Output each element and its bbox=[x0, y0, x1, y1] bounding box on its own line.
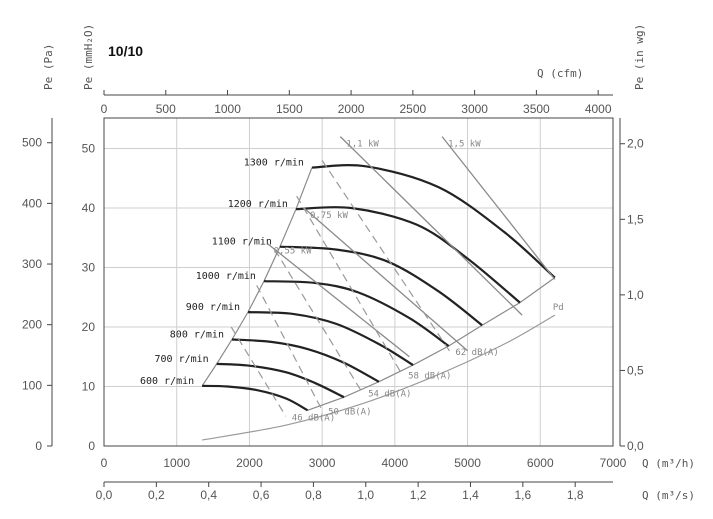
tick-label-m3s: 0,0 bbox=[96, 488, 113, 502]
series-700-r-min bbox=[216, 362, 345, 399]
axis-label-mmh2o: Pe (mmH₂O) bbox=[82, 24, 95, 90]
tick-label-m3s: 1,8 bbox=[567, 488, 584, 502]
label-46-db-a: 46 dB(A) bbox=[292, 413, 335, 423]
label-1000-r-min: 1000 r/min bbox=[196, 271, 256, 282]
tick-label-pa: 400 bbox=[22, 196, 42, 210]
tick-label-cfm: 3000 bbox=[461, 102, 488, 116]
tick-label-cfm: 3500 bbox=[523, 102, 550, 116]
series-1000-r-min bbox=[263, 280, 450, 347]
series-1300-r-min bbox=[311, 164, 556, 279]
tick-label-mmh2o: 0 bbox=[88, 439, 95, 453]
label-1100-r-min: 1100 r/min bbox=[212, 237, 272, 248]
tick-label-pa: 100 bbox=[22, 378, 42, 392]
series-1200-r-min bbox=[295, 205, 521, 304]
axis-label-m3s: Q (m³/s) bbox=[642, 489, 695, 502]
tick-label-inwg: 2,0 bbox=[627, 137, 644, 151]
series-800-r-min bbox=[231, 338, 380, 383]
series-pd bbox=[202, 314, 556, 441]
tick-label-pa: 300 bbox=[22, 257, 42, 271]
tick-label-cfm: 2500 bbox=[400, 102, 427, 116]
label-1-5-kw: 1,5 kW bbox=[448, 140, 481, 150]
tick-label-inwg: 0,5 bbox=[627, 363, 644, 377]
chart-title: 10/10 bbox=[108, 43, 143, 59]
grid bbox=[103, 118, 614, 447]
tick-label-mmh2o: 10 bbox=[82, 380, 96, 394]
series-46-db-a bbox=[230, 326, 287, 417]
axis-label-pa: Pe (Pa) bbox=[42, 44, 55, 90]
tick-label-m3s: 1,4 bbox=[462, 488, 479, 502]
label-900-r-min: 900 r/min bbox=[186, 302, 240, 313]
tick-label-mmh2o: 40 bbox=[82, 201, 96, 215]
series-58-db-a bbox=[296, 195, 403, 375]
label-600-r-min: 600 r/min bbox=[140, 376, 194, 387]
series-0-55-kw bbox=[267, 243, 410, 358]
series-600-r-min bbox=[202, 384, 309, 412]
series-900-r-min bbox=[247, 311, 414, 367]
tick-label-pa: 500 bbox=[22, 136, 42, 150]
tick-label-m3h: 7000 bbox=[600, 456, 627, 470]
series-0-75-kw bbox=[303, 207, 468, 352]
series-layer bbox=[201, 136, 556, 441]
envelope-right bbox=[307, 277, 556, 411]
tick-label-m3h: 1000 bbox=[163, 456, 190, 470]
tick-label-inwg: 0,0 bbox=[627, 439, 644, 453]
label-1-1-kw: 1,1 kW bbox=[346, 140, 379, 150]
label-58-db-a: 58 dB(A) bbox=[408, 372, 451, 382]
series-1100-r-min bbox=[279, 245, 483, 327]
tick-label-cfm: 0 bbox=[101, 102, 108, 116]
axis-label-inwg: Pe (in wg) bbox=[633, 24, 646, 90]
plot-frame bbox=[103, 117, 614, 447]
tick-label-m3h: 2000 bbox=[236, 456, 263, 470]
tick-label-mmh2o: 50 bbox=[82, 142, 96, 156]
tick-label-m3h: 5000 bbox=[454, 456, 481, 470]
tick-label-cfm: 4000 bbox=[585, 102, 612, 116]
envelope-left bbox=[201, 167, 313, 387]
label-800-r-min: 800 r/min bbox=[170, 329, 224, 340]
tick-label-m3h: 0 bbox=[101, 456, 108, 470]
tick-label-inwg: 1,5 bbox=[627, 212, 644, 226]
tick-label-mmh2o: 20 bbox=[82, 320, 96, 334]
tick-label-pa: 200 bbox=[22, 318, 42, 332]
annotation-layer: 600 r/min 700 r/min 800 r/min 900 r/min 1000… bbox=[140, 140, 564, 424]
tick-label-m3s: 0,4 bbox=[200, 488, 217, 502]
tick-label-m3h: 4000 bbox=[382, 456, 409, 470]
label-0-55-kw: 0,55 kW bbox=[274, 247, 313, 257]
label-54-db-a: 54 dB(A) bbox=[368, 389, 411, 399]
label-1200-r-min: 1200 r/min bbox=[228, 199, 288, 210]
series-50-db-a bbox=[256, 285, 323, 411]
series-1-5-kw bbox=[441, 136, 556, 280]
tick-label-m3s: 1,2 bbox=[410, 488, 427, 502]
tick-label-m3s: 1,6 bbox=[514, 488, 531, 502]
tick-label-cfm: 500 bbox=[156, 102, 176, 116]
tick-label-m3s: 0,6 bbox=[253, 488, 270, 502]
series-62-db-a bbox=[321, 160, 450, 352]
tick-label-m3h: 3000 bbox=[309, 456, 336, 470]
series-54-db-a bbox=[274, 249, 363, 393]
label-0-75-kw: 0,75 kW bbox=[310, 211, 349, 221]
axis-label-m3h: Q (m³/h) bbox=[642, 457, 695, 470]
axis-label-cfm: Q (cfm) bbox=[537, 67, 583, 80]
axes: 0 1000 2000 3000 4000 5000 6000 7000 Q (m³/h)0,0… bbox=[22, 24, 695, 502]
tick-label-cfm: 2000 bbox=[338, 102, 365, 116]
series-1-1-kw bbox=[339, 136, 523, 316]
label-62-db-a: 62 dB(A) bbox=[455, 348, 498, 358]
tick-label-m3s: 1,0 bbox=[357, 488, 374, 502]
tick-label-inwg: 1,0 bbox=[627, 288, 644, 302]
label-700-r-min: 700 r/min bbox=[155, 354, 209, 365]
tick-label-mmh2o: 30 bbox=[82, 261, 96, 275]
label-pd: Pd bbox=[553, 303, 564, 313]
label-1300-r-min: 1300 r/min bbox=[244, 158, 304, 169]
tick-label-pa: 0 bbox=[35, 439, 42, 453]
tick-label-m3s: 0,8 bbox=[305, 488, 322, 502]
tick-label-cfm: 1000 bbox=[214, 102, 241, 116]
tick-label-cfm: 1500 bbox=[276, 102, 303, 116]
tick-label-m3h: 6000 bbox=[527, 456, 554, 470]
label-50-db-a: 50 dB(A) bbox=[328, 407, 371, 417]
tick-label-m3s: 0,2 bbox=[148, 488, 165, 502]
